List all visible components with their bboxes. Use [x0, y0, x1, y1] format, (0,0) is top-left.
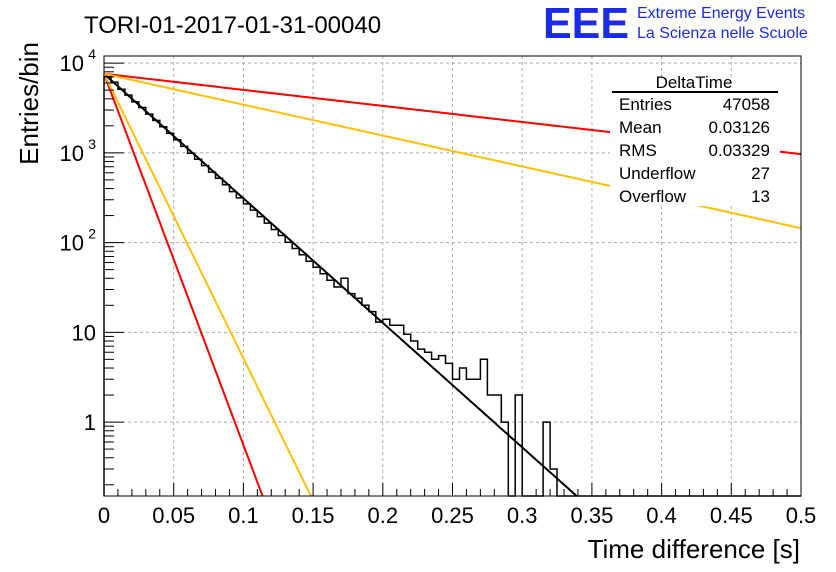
fit-curve — [103, 73, 312, 497]
y-tick-label: 10 — [60, 231, 84, 256]
stats-mean-label: Mean — [619, 118, 662, 137]
x-tick-label: 0.35 — [570, 503, 613, 528]
stats-entries-value: 47058 — [723, 95, 770, 114]
x-tick-label: 0.3 — [507, 503, 538, 528]
x-tick-label: 0.45 — [710, 503, 753, 528]
y-tick-exponent: 3 — [88, 136, 96, 152]
eee-logo-line-1: Extreme Energy Events — [637, 5, 805, 22]
axes: 0 0.05 0.1 0.15 0.2 0.25 0.3 0.35 0.4 0.45 0.5 1 10 1… — [60, 46, 817, 528]
eee-logo: EEE Extreme Energy Events La Scienza nel… — [543, 0, 808, 48]
y-tick-label: 1 — [84, 410, 96, 435]
x-tick-label: 0.15 — [292, 503, 335, 528]
stats-rms-value: 0.03329 — [709, 141, 770, 160]
stats-mean-value: 0.03126 — [709, 118, 770, 137]
stats-underflow-value: 27 — [751, 164, 770, 183]
x-tick-label: 0.4 — [646, 503, 677, 528]
x-tick-label: 0.5 — [786, 503, 817, 528]
stats-box-frame — [610, 78, 780, 206]
chart-title: TORI-01-2017-01-31-00040 — [84, 12, 381, 39]
x-tick-label: 0.05 — [152, 503, 195, 528]
x-tick-label: 0.2 — [368, 503, 399, 528]
eee-logo-line-2: La Scienza nelle Scuole — [637, 25, 808, 42]
stats-box-title: DeltaTime — [656, 73, 733, 92]
y-tick-label: 10 — [72, 320, 96, 345]
y-tick-exponent: 4 — [88, 46, 96, 62]
x-axis-label: Time difference [s] — [588, 534, 800, 564]
y-axis-label: Entries/bin — [14, 42, 44, 165]
x-tick-label: 0.1 — [228, 503, 259, 528]
x-tick-label: 0 — [98, 503, 110, 528]
stats-underflow-label: Underflow — [619, 164, 696, 183]
y-tick-label: 10 — [60, 51, 84, 76]
eee-logo-mark: EEE — [543, 0, 629, 48]
stats-entries-label: Entries — [619, 95, 672, 114]
y-tick-label: 10 — [60, 141, 84, 166]
stats-box: DeltaTime Entries 47058 Mean 0.03126 RMS… — [610, 73, 780, 206]
stats-overflow-label: Overflow — [619, 187, 687, 206]
x-tick-label: 0.25 — [431, 503, 474, 528]
y-tick-exponent: 2 — [88, 226, 96, 242]
stats-overflow-value: 13 — [751, 187, 770, 206]
stats-rms-label: RMS — [619, 141, 657, 160]
fit-curve — [103, 73, 264, 497]
